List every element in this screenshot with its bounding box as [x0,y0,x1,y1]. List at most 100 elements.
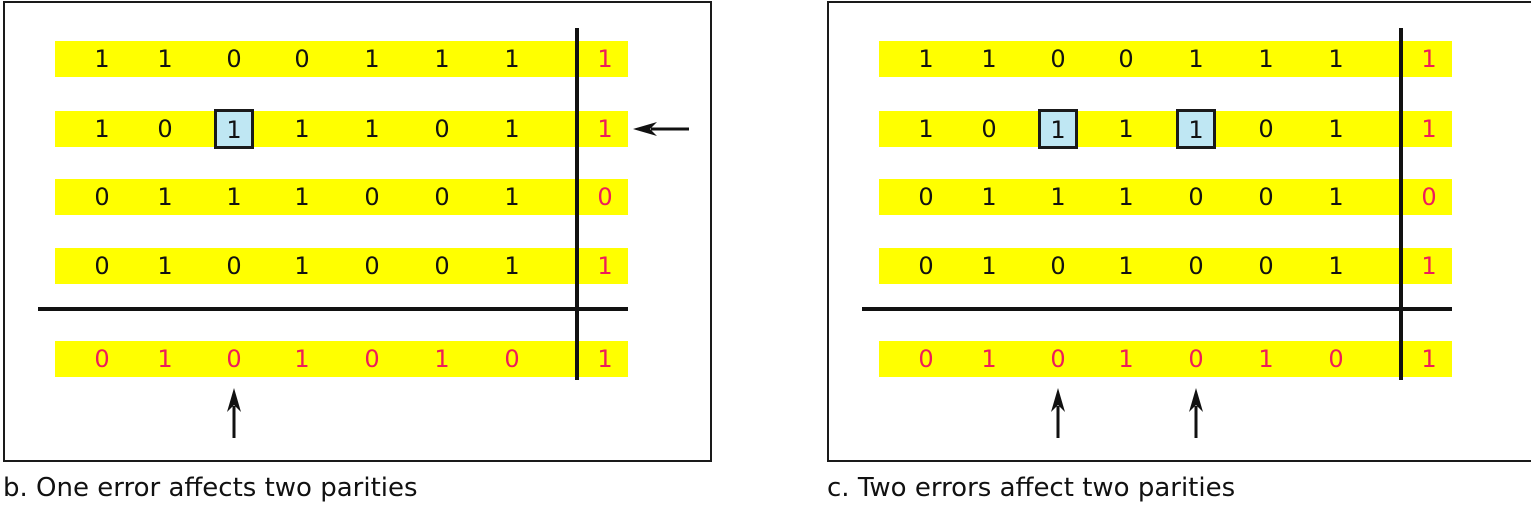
data-bit: 0 [94,252,110,280]
column-parity-bit: 1 [157,345,173,373]
data-bit: 1 [364,115,380,143]
error-bit: 1 [1176,109,1216,149]
data-bit: 1 [1328,183,1344,211]
row-error-arrow [633,122,689,136]
data-bit: 1 [981,252,997,280]
column-parity-bit: 0 [94,345,110,373]
data-bit: 0 [434,183,450,211]
data-bit: 0 [157,115,173,143]
data-bit: 1 [504,183,520,211]
column-parity-bit: 1 [1421,345,1437,373]
column-error-arrow [1189,388,1203,438]
data-bit: 0 [434,115,450,143]
row-parity-bit: 0 [597,183,613,211]
column-parity-bit: 0 [1188,345,1204,373]
column-parity-bit: 0 [226,345,242,373]
data-bit: 1 [1328,252,1344,280]
row-parity-bit: 1 [1421,45,1437,73]
column-parity-bit: 1 [1118,345,1134,373]
data-bit: 1 [1118,183,1134,211]
column-parity-bit: 1 [597,345,613,373]
data-bit: 1 [1118,115,1134,143]
row-parity-bit: 1 [1421,115,1437,143]
data-bit: 1 [1118,252,1134,280]
data-bit: 1 [504,252,520,280]
parity-separator-vertical [1399,28,1403,380]
data-bit: 1 [434,45,450,73]
row-band [55,179,628,215]
data-bit: 0 [226,252,242,280]
data-bit: 0 [1050,45,1066,73]
parity-separator-horizontal [862,307,1452,311]
data-bit: 1 [1328,115,1344,143]
row-band [879,111,1452,147]
data-bit: 1 [918,45,934,73]
column-parity-bit: 1 [294,345,310,373]
data-bit: 0 [918,252,934,280]
row-parity-bit: 1 [597,45,613,73]
row-parity-bit: 1 [597,252,613,280]
caption-panel-c: c. Two errors affect two parities [827,473,1236,503]
data-bit: 0 [364,252,380,280]
row-band [879,248,1452,284]
parity-separator-vertical [575,28,579,380]
data-bit: 1 [294,115,310,143]
data-bit: 0 [1258,252,1274,280]
row-band [55,41,628,77]
data-bit: 1 [1050,183,1066,211]
parity-row-band [55,341,628,377]
data-bit: 1 [94,115,110,143]
data-bit: 1 [364,45,380,73]
data-bit: 0 [1258,115,1274,143]
data-bit: 0 [1050,252,1066,280]
row-parity-bit: 1 [1421,252,1437,280]
column-error-arrow [1051,388,1065,438]
parity-row-band [879,341,1452,377]
data-bit: 1 [504,115,520,143]
data-bit: 0 [1258,183,1274,211]
row-parity-bit: 0 [1421,183,1437,211]
data-bit: 1 [294,252,310,280]
row-band [879,179,1452,215]
data-bit: 0 [294,45,310,73]
data-bit: 1 [157,45,173,73]
data-bit: 1 [504,45,520,73]
caption-panel-b: b. One error affects two parities [3,473,418,503]
column-error-arrow [227,388,241,438]
data-bit: 0 [1188,252,1204,280]
data-bit: 0 [94,183,110,211]
data-bit: 0 [1188,183,1204,211]
panel-b-one-error: 1 1 0 0 1 1 1 1 1 0 1 1 1 0 1 1 0 1 1 1 0 0 1 0 0 1 0 1 0 0 1 1 0 1 0 1 0 1 0 1 [3,1,712,462]
data-bit: 1 [1328,45,1344,73]
data-bit: 1 [981,45,997,73]
row-band [879,41,1452,77]
data-bit: 0 [226,45,242,73]
data-bit: 1 [157,252,173,280]
data-bit: 1 [1258,45,1274,73]
column-parity-bit: 0 [504,345,520,373]
data-bit: 0 [918,183,934,211]
column-parity-bit: 1 [1258,345,1274,373]
error-bit: 1 [1038,109,1078,149]
data-bit: 0 [364,183,380,211]
data-bit: 1 [94,45,110,73]
parity-separator-horizontal [38,307,628,311]
column-parity-bit: 0 [1328,345,1344,373]
data-bit: 1 [226,183,242,211]
data-bit: 0 [1118,45,1134,73]
data-bit: 0 [434,252,450,280]
row-band [55,111,628,147]
row-parity-bit: 1 [597,115,613,143]
data-bit: 1 [157,183,173,211]
panel-c-two-errors: 1 1 0 0 1 1 1 1 1 0 1 1 1 0 1 1 0 1 1 1 0 0 1 0 0 1 0 1 0 0 1 1 0 1 0 1 0 1 0 1 [827,1,1531,462]
column-parity-bit: 0 [1050,345,1066,373]
column-parity-bit: 0 [918,345,934,373]
column-parity-bit: 0 [364,345,380,373]
data-bit: 1 [981,183,997,211]
data-bit: 1 [294,183,310,211]
data-bit: 1 [918,115,934,143]
data-bit: 0 [981,115,997,143]
error-bit: 1 [214,109,254,149]
column-parity-bit: 1 [981,345,997,373]
data-bit: 1 [1188,45,1204,73]
